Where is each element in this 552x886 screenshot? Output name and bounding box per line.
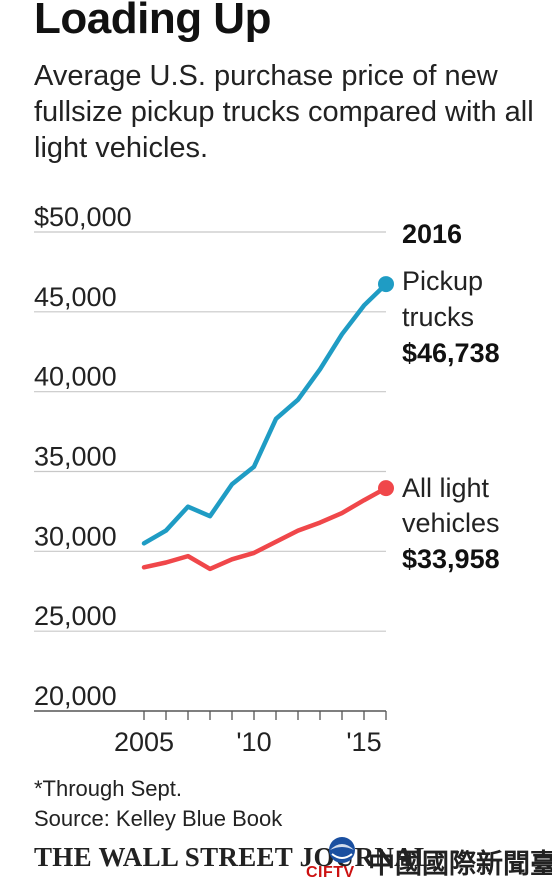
x-tick-label: 2005 xyxy=(114,727,174,757)
series-lines xyxy=(141,276,394,572)
gridlines xyxy=(34,231,386,712)
y-tick-label: 25,000 xyxy=(34,601,117,631)
y-tick-label: 45,000 xyxy=(34,282,117,312)
series-label: vehicles xyxy=(402,508,500,538)
series-end-value: $33,958 xyxy=(402,544,500,574)
y-axis-labels: $50,000 45,000 40,000 35,000 30,000 25,000 20,… xyxy=(34,202,132,711)
watermark-text: 中國國際新聞臺 xyxy=(368,849,552,879)
watermark-logo-icon xyxy=(329,837,355,863)
end-labels: 2016 Pickup trucks $46,738 All light vehicles… xyxy=(402,219,500,574)
y-tick-label: 20,000 xyxy=(34,681,117,711)
x-axis: 2005 '10 '15 xyxy=(114,711,387,757)
series-end-value: $46,738 xyxy=(402,338,500,368)
footnote: *Through Sept. xyxy=(34,776,182,801)
y-tick-label: 35,000 xyxy=(34,442,117,472)
series-end-point xyxy=(378,480,394,497)
end-year-label: 2016 xyxy=(402,219,462,249)
x-tick-label: '10 xyxy=(236,727,271,757)
series-label: trucks xyxy=(402,302,474,332)
publisher-name: THE WALL STREET JOURNAL xyxy=(34,842,433,872)
chart-title: Loading Up xyxy=(34,0,271,43)
y-tick-label: $50,000 xyxy=(34,202,132,232)
y-tick-label: 30,000 xyxy=(34,521,117,551)
series-label: All light xyxy=(402,473,490,503)
series-label: Pickup xyxy=(402,266,483,296)
chart-subtitle: Average U.S. purchase price of new fulls… xyxy=(34,60,534,164)
series-end-point xyxy=(378,276,394,293)
source-note: Source: Kelley Blue Book xyxy=(34,806,283,831)
series-line xyxy=(141,281,389,546)
series-line xyxy=(141,485,389,572)
y-tick-label: 40,000 xyxy=(34,362,117,392)
x-tick-label: '15 xyxy=(346,727,381,757)
watermark-logo-text: CIFTV xyxy=(306,864,355,881)
